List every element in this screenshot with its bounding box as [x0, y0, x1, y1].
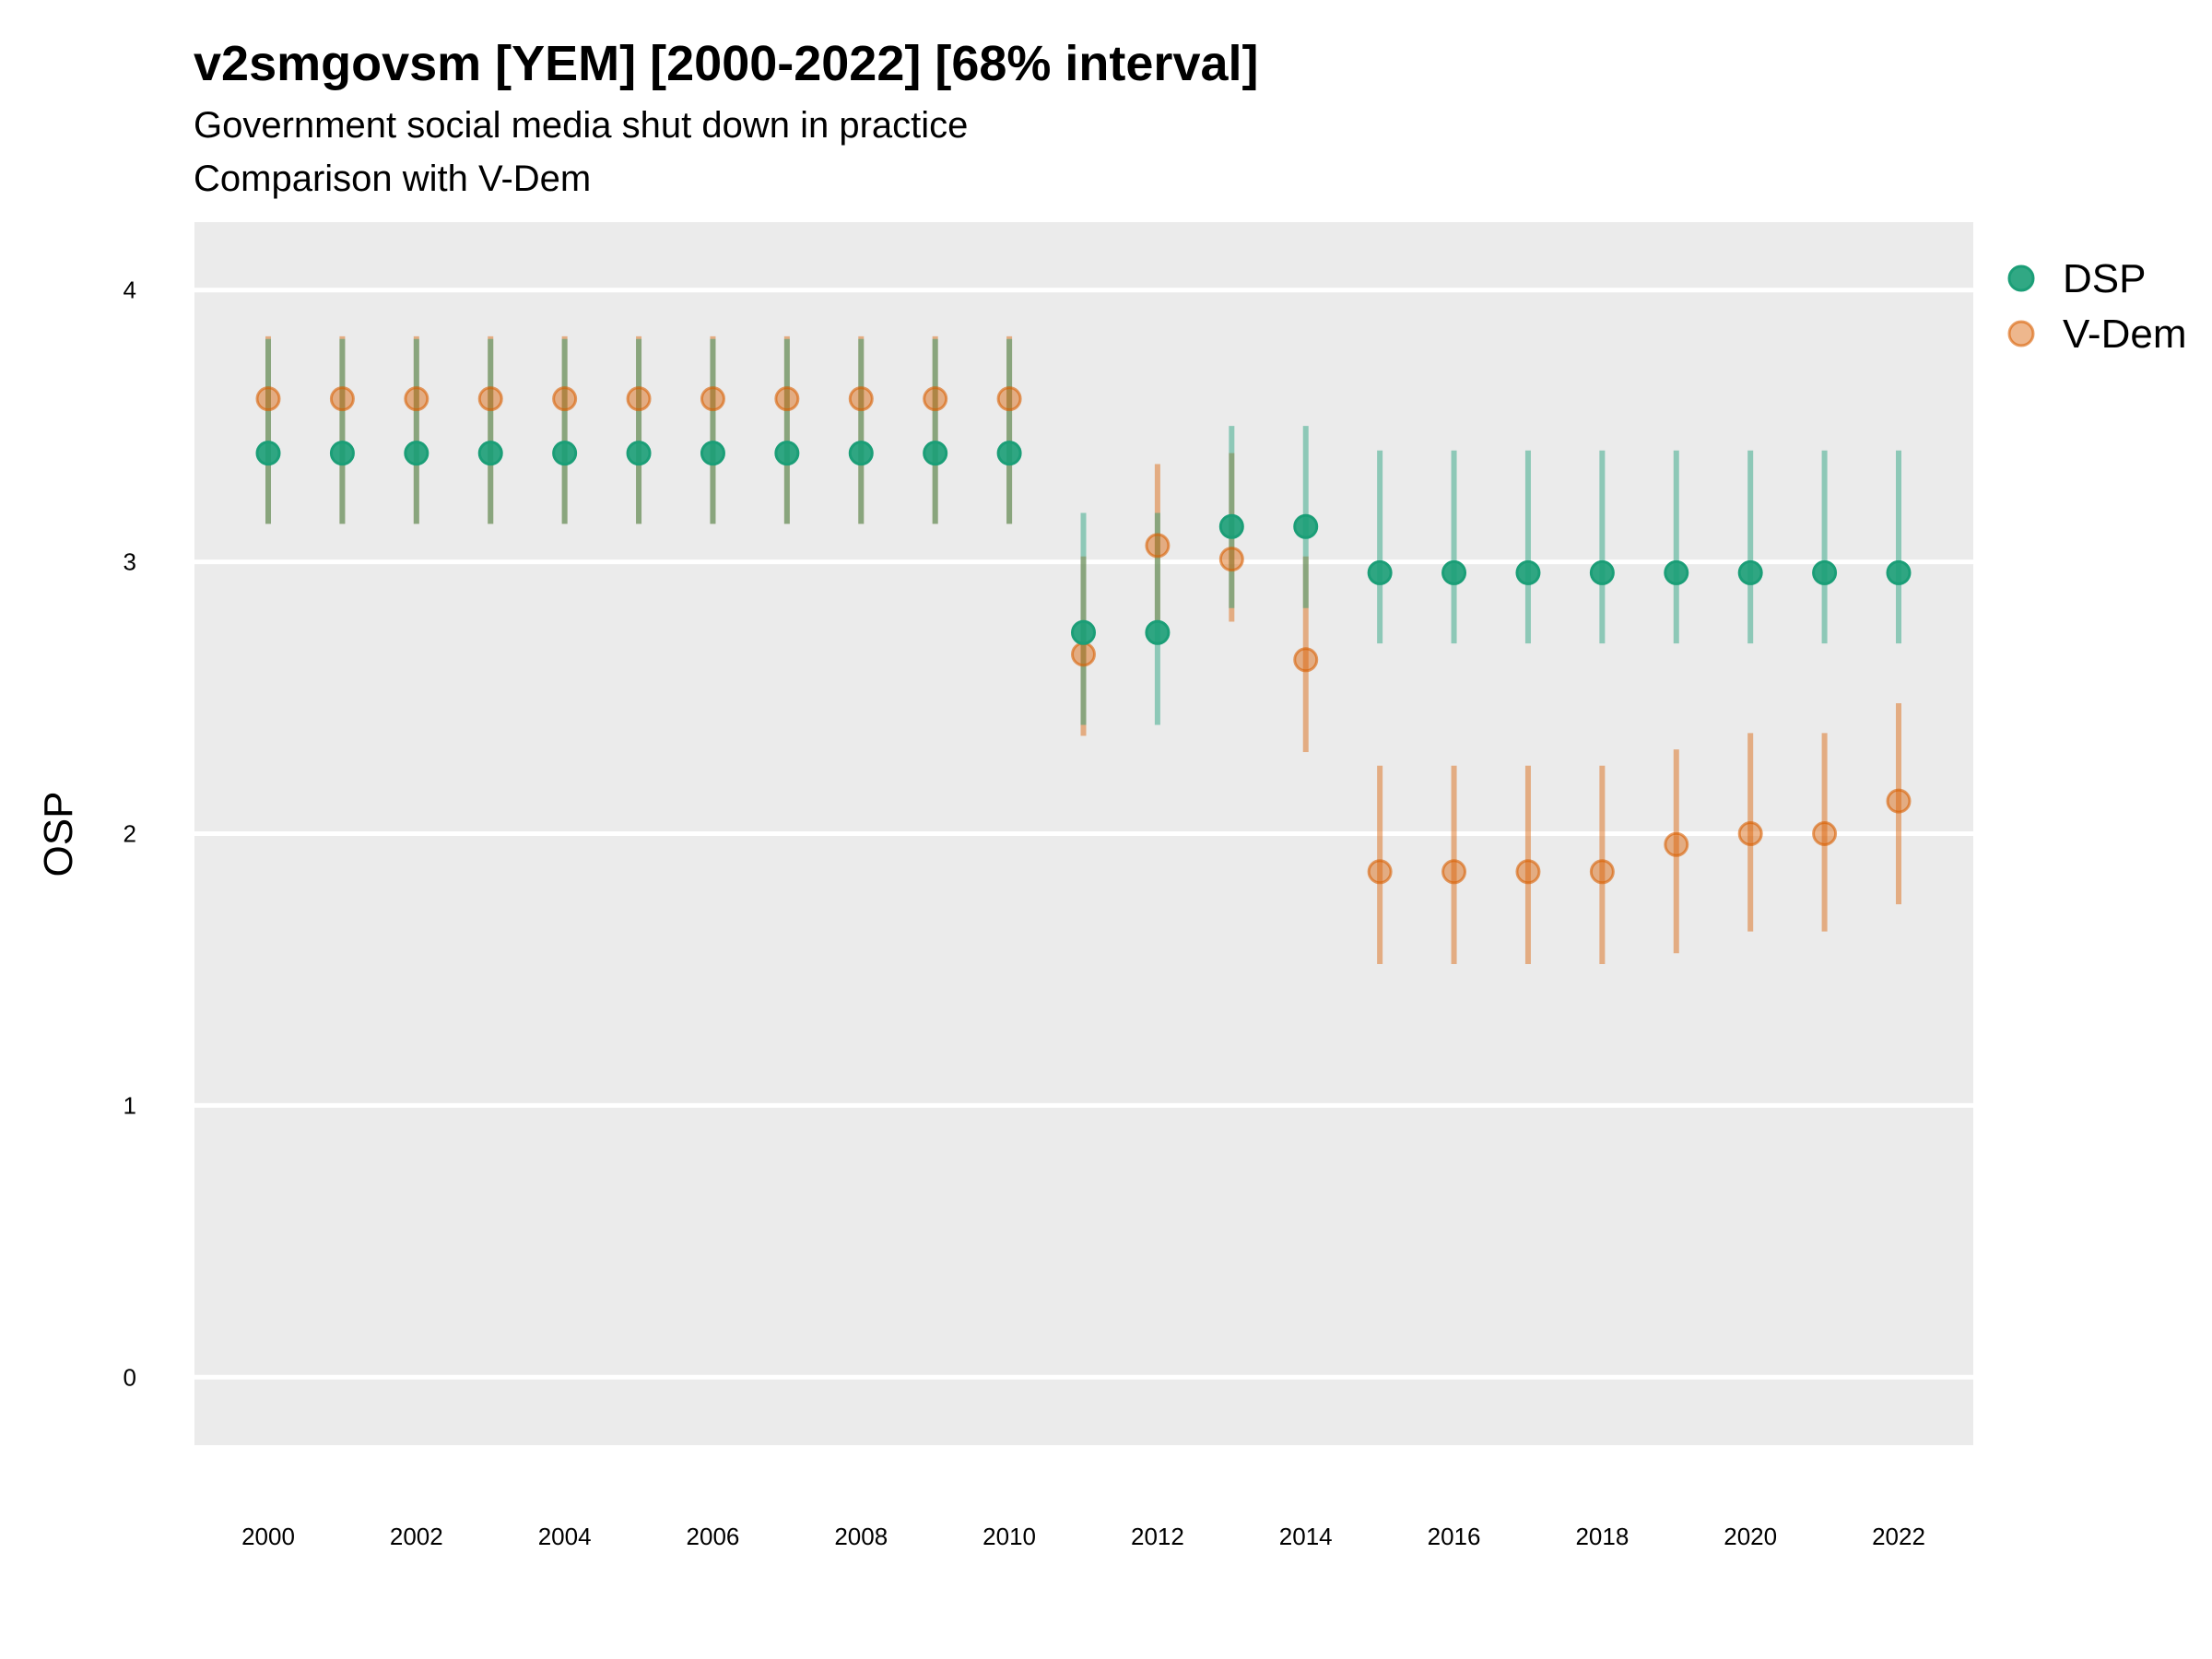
- data-marks: [255, 335, 1912, 965]
- legend-swatch-v-dem: [2007, 320, 2035, 347]
- dsp-point-2000: [255, 441, 281, 466]
- v-dem-point-2000: [255, 386, 281, 412]
- v-dem-point-2014: [1293, 647, 1319, 673]
- y-tick-label: 4: [124, 276, 136, 304]
- dsp-point-2019: [1664, 559, 1689, 585]
- x-tick-label: 2020: [1724, 1523, 1777, 1550]
- dsp-point-2017: [1515, 559, 1541, 585]
- x-tick-label: 2014: [1279, 1523, 1333, 1550]
- x-tick-label: 2008: [834, 1523, 888, 1550]
- v-dem-point-2022: [1886, 788, 1912, 814]
- dsp-point-2020: [1737, 559, 1763, 585]
- v-dem-point-2020: [1737, 821, 1763, 846]
- dsp-point-2003: [477, 441, 503, 466]
- dsp-point-2022: [1886, 559, 1912, 585]
- v-dem-point-2013: [1218, 547, 1244, 572]
- v-dem-point-2011: [1071, 641, 1096, 667]
- legend-swatch-dsp: [2007, 265, 2035, 292]
- x-tick-label: 2016: [1428, 1523, 1481, 1550]
- v-dem-point-2002: [404, 386, 429, 412]
- chart-subtitle-comparison: Comparison with V-Dem: [194, 159, 592, 199]
- legend-label-v-dem: V-Dem: [2063, 312, 2186, 357]
- x-tick-labels: 2000 2002 2004 2006 2008 2010 2012 2014 2016 2018…: [241, 1523, 1925, 1550]
- v-dem-point-2005: [626, 386, 652, 412]
- chart-subtitle: Government social media shut down in pra…: [194, 105, 969, 146]
- dsp-point-2016: [1441, 559, 1467, 585]
- v-dem-point-2008: [848, 386, 874, 412]
- x-tick-label: 2012: [1131, 1523, 1184, 1550]
- dsp-point-2018: [1589, 559, 1615, 585]
- dsp-point-2005: [626, 441, 652, 466]
- v-dem-point-2017: [1515, 859, 1541, 885]
- dsp-point-2009: [923, 441, 948, 466]
- v-dem-point-2009: [923, 386, 948, 412]
- dsp-point-2014: [1293, 513, 1319, 539]
- x-tick-label: 2010: [982, 1523, 1036, 1550]
- dsp-point-2021: [1812, 559, 1838, 585]
- x-tick-label: 2022: [1872, 1523, 1925, 1550]
- dsp-point-2002: [404, 441, 429, 466]
- v-dem-point-2006: [700, 386, 725, 412]
- dsp-point-2012: [1145, 619, 1171, 645]
- v-dem-point-2007: [774, 386, 800, 412]
- x-tick-label: 2018: [1575, 1523, 1629, 1550]
- v-dem-point-2016: [1441, 859, 1467, 885]
- v-dem-point-2018: [1589, 859, 1615, 885]
- dsp-point-2001: [329, 441, 355, 466]
- y-tick-label: 0: [124, 1363, 136, 1391]
- y-tick-label: 3: [124, 548, 136, 576]
- v-dem-point-2003: [477, 386, 503, 412]
- dsp-point-2008: [848, 441, 874, 466]
- dsp-point-2004: [552, 441, 578, 466]
- x-tick-label: 2006: [687, 1523, 740, 1550]
- v-dem-point-2015: [1367, 859, 1393, 885]
- v-dem-point-2021: [1812, 821, 1838, 846]
- x-tick-label: 2002: [390, 1523, 443, 1550]
- dsp-point-2013: [1218, 513, 1244, 539]
- dsp-point-2006: [700, 441, 725, 466]
- y-tick-label: 1: [124, 1091, 136, 1119]
- x-tick-label: 2000: [241, 1523, 295, 1550]
- dsp-point-2010: [996, 441, 1022, 466]
- y-tick-labels: 0 1 2 3 4: [124, 276, 136, 1392]
- y-axis-label: OSP: [36, 792, 81, 877]
- dsp-point-2011: [1071, 619, 1096, 645]
- v-dem-point-2004: [552, 386, 578, 412]
- v-dem-point-2019: [1664, 831, 1689, 857]
- dsp-point-2007: [774, 441, 800, 466]
- dsp-point-2015: [1367, 559, 1393, 585]
- v-dem-point-2010: [996, 386, 1022, 412]
- x-tick-label: 2004: [538, 1523, 592, 1550]
- y-tick-label: 2: [124, 820, 136, 848]
- v-dem-point-2001: [329, 386, 355, 412]
- legend-label-dsp: DSP: [2063, 256, 2146, 301]
- legend: DSP V-Dem: [2007, 256, 2186, 357]
- chart-title: v2smgovsm [YEM] [2000-2022] [68% interva…: [194, 36, 1259, 91]
- v-dem-point-2012: [1145, 533, 1171, 559]
